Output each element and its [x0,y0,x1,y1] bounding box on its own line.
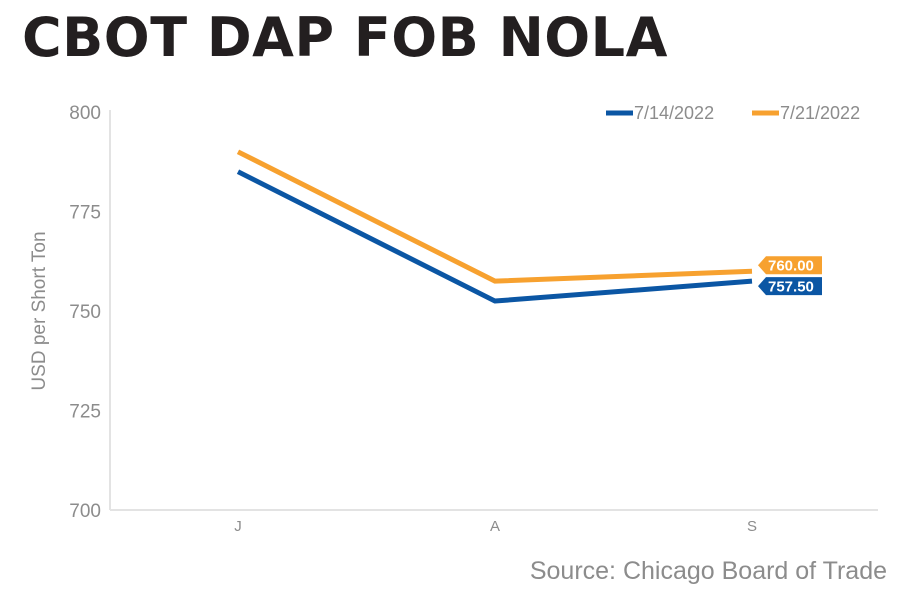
y-tick-label: 725 [69,402,101,423]
y-tick-label: 700 [69,501,101,522]
legend-label: 7/14/2022 [634,103,714,123]
series [236,149,753,304]
end-labels: 757.50 760.00 [758,256,822,296]
x-tick-label: J [234,518,242,535]
y-tick-label: 775 [69,203,101,224]
legend: 7/14/2022 7/21/2022 [606,103,860,123]
x-tick-label: A [490,518,500,535]
y-tick-label: 800 [69,103,101,124]
series-line-7-21-2022 [236,149,753,284]
x-tick-label: S [747,518,757,535]
end-label-tag [758,256,822,275]
series-line-7-14-2022 [236,169,753,304]
y-ticks: 700 725 750 775 800 [69,103,101,522]
chart-title: CBOT DAP FOB NOLA [22,6,668,69]
y-tick-label: 750 [69,302,101,323]
y-axis-label: USD per Short Ton [29,231,50,390]
end-label-value: 757.50 [768,279,814,296]
legend-label: 7/21/2022 [780,103,860,123]
axes [109,110,878,511]
end-label-value: 760.00 [768,258,814,275]
end-label-tag [758,277,822,296]
source-note: Source: Chicago Board of Trade [529,557,887,585]
